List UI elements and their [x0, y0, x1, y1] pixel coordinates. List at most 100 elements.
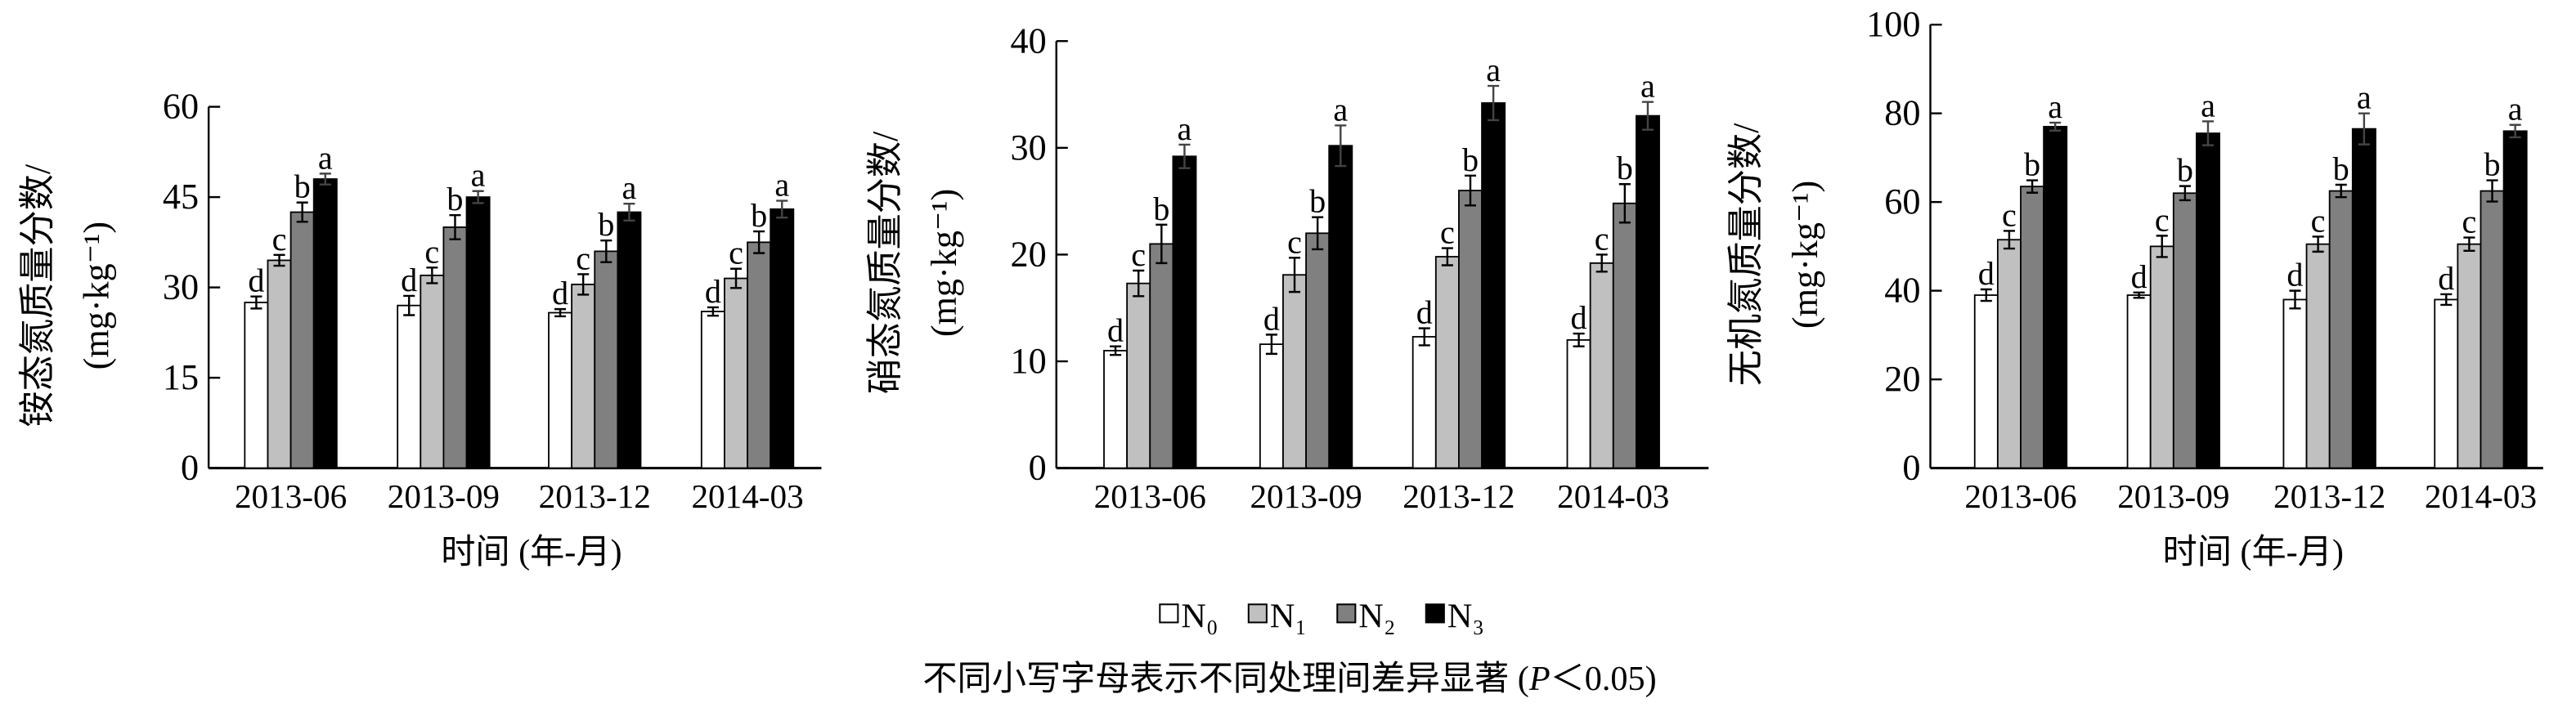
bar-N₂-2014-03: [747, 241, 772, 469]
error-bar: [1573, 332, 1585, 347]
y-axis-label: 无机氮质量分数/: [1726, 123, 1766, 386]
y-tick-label: 60: [163, 87, 199, 127]
legend-label: N₂: [1358, 597, 1395, 635]
significance-letter: d: [705, 273, 721, 310]
bar-N₂-2013-09: [2172, 192, 2197, 469]
bar-N₂-2014-03: [1612, 202, 1637, 469]
significance-letter: d: [248, 262, 264, 299]
x-tick-label: 2013-06: [1094, 477, 1206, 515]
significance-letter: d: [2131, 258, 2147, 295]
legend-swatch: [1336, 603, 1357, 624]
bar-N₀-2013-12: [548, 311, 573, 469]
bar-N₃-2014-03: [770, 208, 795, 469]
error-bar: [273, 253, 285, 267]
error-bar: [2289, 289, 2301, 310]
bar-N₃-2014-03: [1635, 114, 1660, 469]
x-tick-label: 2013-12: [539, 477, 651, 515]
error-bar: [623, 203, 635, 222]
y-tick-label: 0: [1902, 448, 1920, 488]
bar-N₁-2013-06: [1996, 239, 2022, 469]
error-bar: [1289, 257, 1301, 293]
error-bar: [1488, 84, 1500, 122]
error-bar: [449, 214, 461, 240]
error-bar: [2358, 112, 2370, 146]
bar-N₀-2013-06: [1973, 294, 1999, 469]
error-bar: [2049, 121, 2062, 132]
error-bar: [2335, 183, 2347, 199]
error-bar: [2201, 120, 2215, 146]
legend-item: N₀: [1159, 597, 1218, 635]
error-bar: [1618, 183, 1631, 224]
error-bar: [1312, 216, 1324, 251]
bar-N₃-2013-12: [2351, 128, 2376, 469]
bar-N₁-2013-09: [420, 274, 445, 469]
bar-N₁-2013-09: [2149, 245, 2174, 469]
bar-N₂-2013-09: [442, 226, 468, 469]
bar-N₃-2013-12: [1481, 102, 1506, 469]
error-bar: [1595, 253, 1608, 273]
x-axis-label: 时间 (年-月): [2163, 533, 2344, 571]
error-bar: [2133, 291, 2145, 299]
error-bar: [2463, 236, 2475, 253]
error-bar: [554, 307, 567, 318]
x-tick-label: 2014-03: [691, 477, 803, 515]
y-tick-label: 10: [1011, 341, 1047, 381]
significance-letter: a: [2357, 79, 2372, 116]
significance-letter: b: [598, 206, 614, 243]
error-bar: [1464, 174, 1477, 207]
bar-N₁-2013-09: [1282, 274, 1308, 469]
significance-letter: d: [1416, 293, 1433, 330]
significance-letter: a: [471, 157, 486, 194]
error-bar: [1156, 223, 1168, 265]
significance-letter: c: [1287, 223, 1302, 260]
error-bar: [1980, 288, 1992, 302]
significance-letter: a: [1486, 52, 1501, 88]
significance-letter: a: [2201, 87, 2215, 123]
x-tick-label: 2013-09: [388, 477, 500, 515]
significance-letter: b: [1462, 141, 1479, 178]
error-bar: [776, 199, 788, 219]
bar-N₀-2013-06: [1103, 350, 1129, 469]
bar-N₂-2013-12: [2328, 190, 2354, 469]
significance-letter: c: [272, 221, 287, 258]
bar-N₂-2013-09: [1305, 232, 1331, 469]
bar-N₃-2013-12: [617, 211, 642, 469]
significance-letter: a: [774, 167, 789, 204]
error-bar: [1110, 345, 1122, 356]
legend: N₀ N₁ N₂ N₃: [1159, 597, 1484, 635]
error-bar: [707, 306, 719, 317]
chart-panel-1: 0 15 30 45 60 铵态氮质量分数/ (mg·kg⁻¹) 2013-06 2013-09…: [17, 87, 822, 571]
significance-letter: c: [2311, 202, 2326, 239]
footnote: 不同小写字母表示不同处理间差异显著 (P＜0.05): [922, 660, 1656, 698]
error-bar: [472, 190, 484, 204]
bar-N₁-2014-03: [2457, 243, 2482, 469]
error-bar: [1178, 143, 1191, 169]
significance-letter: a: [1333, 91, 1348, 128]
bar-N₃-2013-09: [2196, 132, 2220, 469]
bar-N₀-2013-12: [2282, 298, 2308, 469]
bar-N₃-2013-06: [312, 178, 338, 469]
error-bar: [250, 295, 263, 310]
legend-item: N₂: [1336, 597, 1396, 635]
y-tick-label: 60: [1884, 181, 1920, 222]
error-bar: [577, 273, 590, 296]
bar-N₂-2013-06: [289, 211, 315, 469]
significance-letter: b: [447, 181, 463, 217]
significance-letter: a: [2508, 91, 2523, 128]
significance-letter: d: [1978, 255, 1995, 292]
significance-letter: a: [2048, 88, 2062, 125]
significance-letter: c: [576, 240, 590, 276]
error-bar: [1441, 247, 1453, 266]
bar-N₁-2013-12: [2305, 243, 2331, 469]
significance-letter: c: [1440, 214, 1455, 251]
significance-letter: a: [622, 169, 637, 206]
chart-panel-2: 0 10 20 30 40 硝态氮质量分数/ (mg·kg⁻¹) 2013-06 2013-09…: [865, 20, 1709, 515]
error-bar: [403, 294, 415, 316]
legend-item: N₁: [1247, 597, 1307, 635]
bar-N₁-2013-12: [571, 284, 596, 469]
bar-N₃-2013-06: [2043, 126, 2068, 469]
significance-letter: a: [1640, 68, 1655, 105]
y-tick-label: 30: [1011, 128, 1047, 168]
x-tick-label: 2013-09: [2117, 477, 2229, 515]
